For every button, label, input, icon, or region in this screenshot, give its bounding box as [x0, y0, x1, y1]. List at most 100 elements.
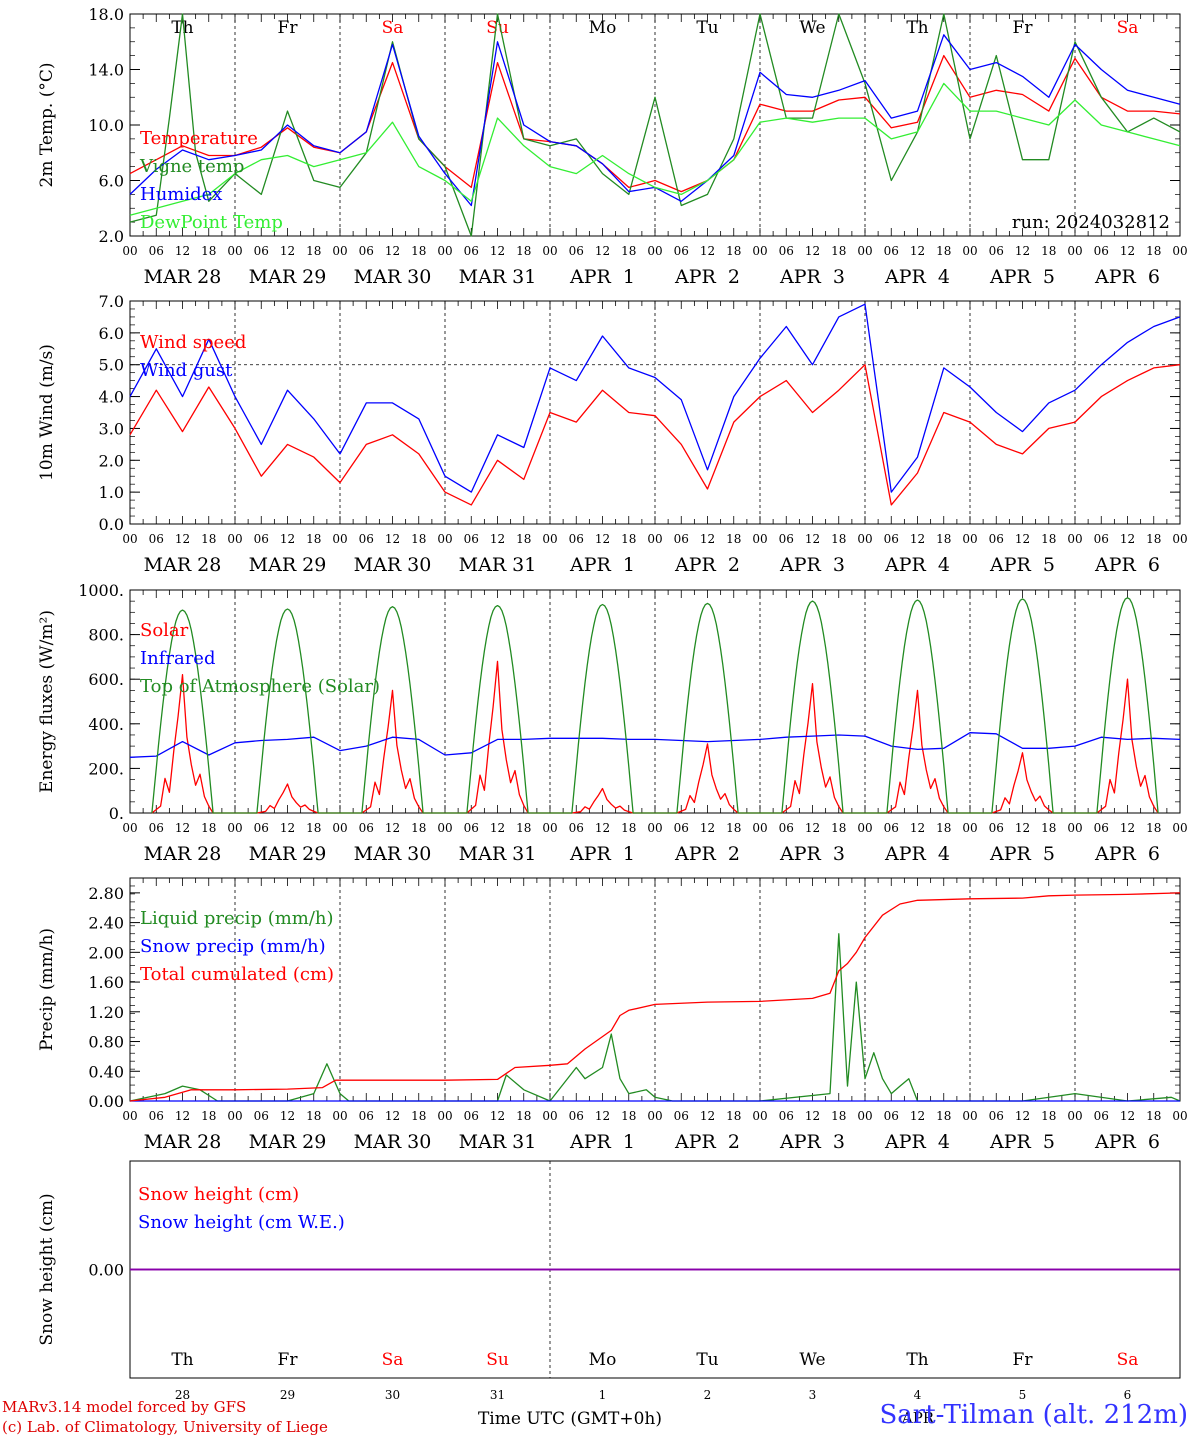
date-label: MAR 30	[354, 554, 432, 576]
hour-tick-label: 12	[280, 532, 295, 546]
weekday-label: We	[799, 18, 825, 38]
y-axis-title: Energy fluxes (W/m²)	[37, 610, 57, 793]
hour-tick-label: 12	[1120, 244, 1135, 258]
date-label: MAR 29	[249, 1131, 327, 1153]
hour-tick-label: 18	[306, 532, 321, 546]
hour-tick-label: 12	[595, 821, 610, 835]
y-tick-label: 1.0	[99, 483, 124, 502]
legend-entry: Humidex	[140, 184, 222, 205]
hour-tick-label: 00	[437, 244, 452, 258]
date-label: APR 3	[779, 843, 845, 865]
hour-tick-label: 12	[910, 244, 925, 258]
hour-tick-label: 12	[385, 1109, 400, 1123]
y-tick-label: 1.20	[88, 1003, 124, 1022]
hour-tick-label: 06	[464, 244, 479, 258]
weekday-label: Su	[486, 1350, 509, 1370]
weekday-label: Fr	[278, 1350, 299, 1370]
hour-tick-label: 06	[254, 244, 269, 258]
legend-entry: Top of Atmosphere (Solar)	[140, 676, 380, 697]
weekday-label: Mo	[589, 18, 617, 38]
series-line-top-of-atmosphere-solar-	[151, 597, 1159, 814]
y-tick-label: 1000.	[78, 581, 124, 600]
y-tick-label: 200.	[88, 759, 124, 778]
date-label: MAR 31	[459, 843, 537, 865]
y-tick-label: 7.0	[99, 292, 124, 311]
date-label: APR 3	[779, 554, 845, 576]
legend-entry: Snow height (cm)	[138, 1184, 299, 1205]
date-label: APR 6	[1094, 554, 1160, 576]
hour-tick-label: 00	[437, 1109, 452, 1123]
hour-tick-label: 12	[805, 532, 820, 546]
day-number-label: 6	[1124, 1388, 1132, 1402]
hour-tick-label: 18	[516, 1109, 531, 1123]
hour-tick-label: 00	[332, 244, 347, 258]
hour-tick-label: 06	[884, 532, 899, 546]
hour-tick-label: 18	[936, 244, 951, 258]
hour-tick-label: 00	[332, 821, 347, 835]
hour-tick-label: 00	[542, 244, 557, 258]
hour-tick-label: 06	[1094, 1109, 1109, 1123]
series-line-dewpoint-temp	[129, 82, 1181, 216]
panel-5: 0.00 Snow height (cm) Th 28 Fr 29 Sa 30 Su 31 Mo 1 T…	[37, 1160, 1181, 1429]
legend-entry: Liquid precip (mm/h)	[140, 908, 334, 929]
legend-entry: Total cumulated (cm)	[140, 964, 334, 985]
date-label: APR 1	[569, 554, 635, 576]
hour-tick-label: 00	[647, 532, 662, 546]
hour-tick-label: 06	[359, 532, 374, 546]
y-tick-label: 800.	[88, 626, 124, 645]
hour-tick-label: 12	[700, 821, 715, 835]
date-label: APR 3	[779, 1131, 845, 1153]
hour-tick-label: 18	[306, 821, 321, 835]
hour-tick-label: 06	[989, 1109, 1004, 1123]
hour-tick-label: 06	[884, 244, 899, 258]
date-label: APR 1	[569, 1131, 635, 1153]
hour-tick-label: 06	[1094, 821, 1109, 835]
hour-tick-label: 18	[1041, 244, 1056, 258]
y-tick-label: 5.0	[99, 356, 124, 375]
hour-tick-label: 12	[175, 821, 190, 835]
date-label: MAR 30	[354, 1131, 432, 1153]
hour-tick-label: 06	[569, 1109, 584, 1123]
hour-tick-label: 06	[1094, 244, 1109, 258]
date-label: MAR 28	[144, 843, 222, 865]
hour-tick-label: 06	[779, 244, 794, 258]
day-number-label: 4	[914, 1388, 922, 1402]
hour-tick-label: 12	[1120, 821, 1135, 835]
hour-tick-label: 00	[227, 821, 242, 835]
hour-tick-label: 12	[910, 532, 925, 546]
plot-frame	[129, 300, 1181, 525]
date-label: APR 6	[1094, 266, 1160, 288]
date-label: MAR 28	[144, 266, 222, 288]
hour-tick-label: 12	[595, 532, 610, 546]
hour-tick-label: 12	[805, 1109, 820, 1123]
hour-tick-label: 06	[149, 1109, 164, 1123]
y-tick-label: 4.0	[99, 388, 124, 407]
hour-tick-label: 12	[700, 532, 715, 546]
hour-tick-label: 12	[805, 821, 820, 835]
date-label: APR 6	[1094, 1131, 1160, 1153]
date-label: MAR 31	[459, 1131, 537, 1153]
hour-tick-label: 06	[989, 244, 1004, 258]
hour-tick-label: 18	[936, 532, 951, 546]
hour-tick-label: 06	[779, 821, 794, 835]
hour-tick-label: 12	[385, 821, 400, 835]
date-label: APR 6	[1094, 843, 1160, 865]
hour-tick-label: 00	[1067, 1109, 1082, 1123]
series-line-liquid-precip-mm-h-	[129, 933, 1181, 1102]
weekday-label: Sa	[1117, 1350, 1139, 1370]
hour-tick-label: 00	[542, 1109, 557, 1123]
day-number-label: 5	[1019, 1388, 1027, 1402]
series-line-wind-speed	[129, 364, 1181, 506]
weekday-label: Th	[906, 1350, 928, 1370]
hour-tick-label: 06	[674, 244, 689, 258]
y-tick-label: 1.60	[88, 973, 124, 992]
hour-tick-label: 12	[490, 821, 505, 835]
weekday-label: Mo	[589, 1350, 617, 1370]
legend-entry: Wind speed	[140, 332, 246, 353]
weekday-label: Tu	[696, 18, 718, 38]
date-label: APR 2	[674, 554, 740, 576]
hour-tick-label: 12	[490, 532, 505, 546]
legend-entry: Solar	[140, 620, 189, 641]
hour-tick-label: 00	[437, 821, 452, 835]
hour-tick-label: 00	[1067, 821, 1082, 835]
